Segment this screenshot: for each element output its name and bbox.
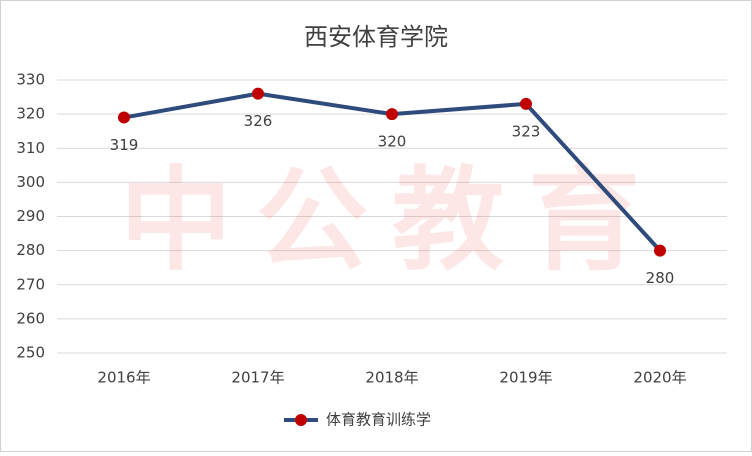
data-label: 280: [646, 269, 675, 287]
data-label: 323: [512, 122, 541, 140]
y-tick-label: 320: [16, 105, 45, 123]
data-label: 320: [378, 133, 407, 151]
marker: [252, 87, 264, 100]
x-tick-label: 2019年: [499, 369, 552, 387]
marker: [654, 244, 666, 257]
x-tick-label: 2017年: [231, 369, 284, 387]
y-tick-label: 290: [16, 207, 45, 225]
data-label: 326: [244, 112, 273, 130]
watermark: 中公教育: [120, 156, 664, 286]
y-tick-label: 300: [16, 173, 45, 191]
marker: [386, 108, 398, 121]
legend-marker: [295, 414, 307, 426]
y-tick-label: 330: [16, 71, 45, 89]
legend-label: 体育教育训练学: [326, 411, 431, 429]
data-label: 319: [110, 136, 139, 154]
marker: [118, 111, 130, 124]
x-tick-label: 2020年: [633, 369, 686, 387]
y-tick-label: 270: [16, 275, 45, 293]
x-tick-label: 2016年: [97, 369, 150, 387]
x-tick-label: 2018年: [365, 369, 418, 387]
y-tick-label: 250: [16, 344, 45, 362]
chart-title: 西安体育学院: [304, 23, 448, 51]
y-tick-label: 310: [16, 139, 45, 157]
y-tick-label: 260: [16, 309, 45, 327]
y-tick-label: 280: [16, 241, 45, 259]
marker: [520, 97, 532, 110]
